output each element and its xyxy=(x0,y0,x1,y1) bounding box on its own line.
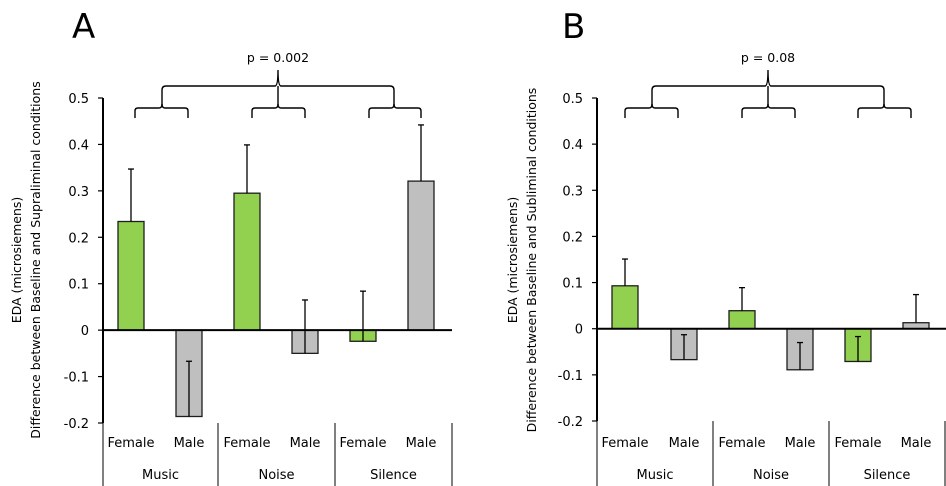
panel-letter: B xyxy=(562,7,585,47)
group-label: Noise xyxy=(753,468,789,483)
subcategory-label: Female xyxy=(339,436,386,451)
y-axis-label-line1: EDA (microsiemens) xyxy=(9,197,24,324)
y-tick-label: 0.3 xyxy=(562,184,583,199)
y-tick-label: -0.2 xyxy=(558,415,583,430)
y-tick-label: -0.2 xyxy=(64,417,89,432)
bracket-overall xyxy=(161,69,395,106)
bracket-group xyxy=(134,103,189,118)
subcategory-label: Female xyxy=(223,436,270,451)
bar-music-female xyxy=(117,220,145,331)
p-value-annotation: p = 0.08 xyxy=(741,50,795,65)
y-tick-label: 0.4 xyxy=(68,138,89,153)
subcategory-label: Male xyxy=(669,436,700,451)
subcategory-label: Male xyxy=(290,436,321,451)
bar-music-female xyxy=(611,285,639,330)
bracket-group xyxy=(857,103,912,118)
group-label: Music xyxy=(637,468,674,483)
panel-a: A EDA (microsiemens) Difference between … xyxy=(9,7,453,486)
bracket-overall xyxy=(651,69,885,106)
bracket-group xyxy=(368,103,422,118)
group-label: Silence xyxy=(370,468,417,483)
y-tick-label: 0.1 xyxy=(68,278,89,293)
significance-brackets xyxy=(624,69,912,118)
category-axis: Female Male Music Female Male Noise Female Male… xyxy=(596,421,946,486)
y-tick-label: 0.4 xyxy=(562,138,583,153)
subcategory-label: Female xyxy=(834,436,881,451)
y-axis-label-line2: Difference between Baseline and Sublimin… xyxy=(524,88,539,433)
subcategory-label: Male xyxy=(406,436,437,451)
y-ticks: 0.5 0.4 0.3 0.2 0.1 0 -0.1 -0.2 xyxy=(558,92,598,430)
y-tick-label: 0.2 xyxy=(562,230,583,245)
y-tick-label: -0.1 xyxy=(64,371,89,386)
y-tick-label: 0 xyxy=(575,323,583,338)
y-ticks: 0.5 0.4 0.3 0.2 0.1 0 -0.1 -0.2 xyxy=(64,92,104,432)
y-tick-label: 0.5 xyxy=(68,92,89,107)
panel-letter: A xyxy=(72,7,95,47)
bar-noise-female xyxy=(233,192,261,331)
panel-b: B EDA (microsiemens) Difference between … xyxy=(505,7,946,486)
subcategory-label: Female xyxy=(601,436,648,451)
subcategory-label: Male xyxy=(901,436,932,451)
subcategory-label: Male xyxy=(785,436,816,451)
group-label: Noise xyxy=(258,468,294,483)
group-label: Music xyxy=(142,468,179,483)
bracket-group xyxy=(251,103,306,118)
y-tick-label: 0.3 xyxy=(68,185,89,200)
bar-silence-male xyxy=(407,180,435,331)
bars xyxy=(103,124,452,418)
bracket-group xyxy=(624,103,679,118)
group-label: Silence xyxy=(864,468,911,483)
p-value-annotation: p = 0.002 xyxy=(247,50,309,65)
subcategory-label: Female xyxy=(718,436,765,451)
bracket-group xyxy=(741,103,796,118)
y-tick-label: 0.5 xyxy=(562,92,583,107)
bar-noise-female xyxy=(728,310,756,330)
bars xyxy=(597,258,946,371)
y-axis-label-line2: Difference between Baseline and Supralim… xyxy=(28,81,43,438)
y-tick-label: 0.2 xyxy=(68,231,89,246)
significance-brackets xyxy=(134,69,422,118)
y-axis-label-line1: EDA (microsiemens) xyxy=(505,197,520,324)
y-tick-label: 0 xyxy=(81,324,89,339)
y-tick-label: -0.1 xyxy=(558,369,583,384)
subcategory-label: Female xyxy=(107,436,154,451)
y-tick-label: 0.1 xyxy=(562,277,583,292)
category-axis: Female Male Music Female Male Noise Female Male… xyxy=(102,423,453,486)
subcategory-label: Male xyxy=(174,436,205,451)
